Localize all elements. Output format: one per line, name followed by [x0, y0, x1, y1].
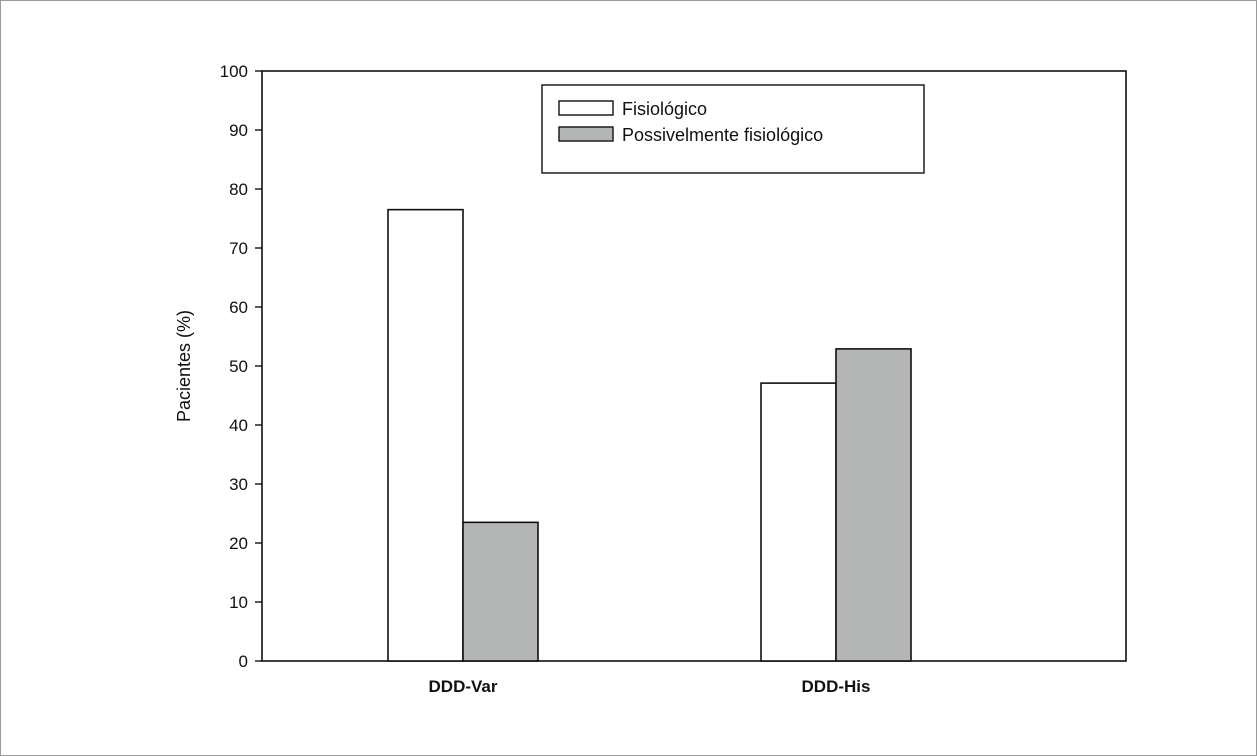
y-tick-label: 50: [229, 357, 248, 376]
y-tick-label: 30: [229, 475, 248, 494]
y-tick-label: 10: [229, 593, 248, 612]
bar-1-0: [760, 382, 837, 662]
y-tick-label: 0: [239, 652, 248, 671]
x-category-label: DDD-Var: [429, 677, 498, 696]
bar-1-1: [835, 348, 912, 662]
legend-swatch: [558, 126, 614, 142]
plot-area: 0 10 20 30 40 50 60 70 80 90 100 Pacientes (%) DDD-V…: [174, 62, 1127, 696]
legend-label: Fisiológico: [622, 99, 707, 119]
y-tick-label: 40: [229, 416, 248, 435]
legend-swatch: [558, 100, 614, 116]
y-tick-label: 20: [229, 534, 248, 553]
bar-0-0: [387, 208, 464, 662]
y-tick-label: 60: [229, 298, 248, 317]
y-tick-label: 100: [220, 62, 248, 81]
y-tick-label: 90: [229, 121, 248, 140]
x-category-label: DDD-His: [802, 677, 871, 696]
y-tick-label: 70: [229, 239, 248, 258]
bar-0-1: [462, 521, 539, 662]
y-axis-title: Pacientes (%): [174, 310, 194, 422]
y-tick-label: 80: [229, 180, 248, 199]
legend-label: Possivelmente fisiológico: [622, 125, 823, 145]
